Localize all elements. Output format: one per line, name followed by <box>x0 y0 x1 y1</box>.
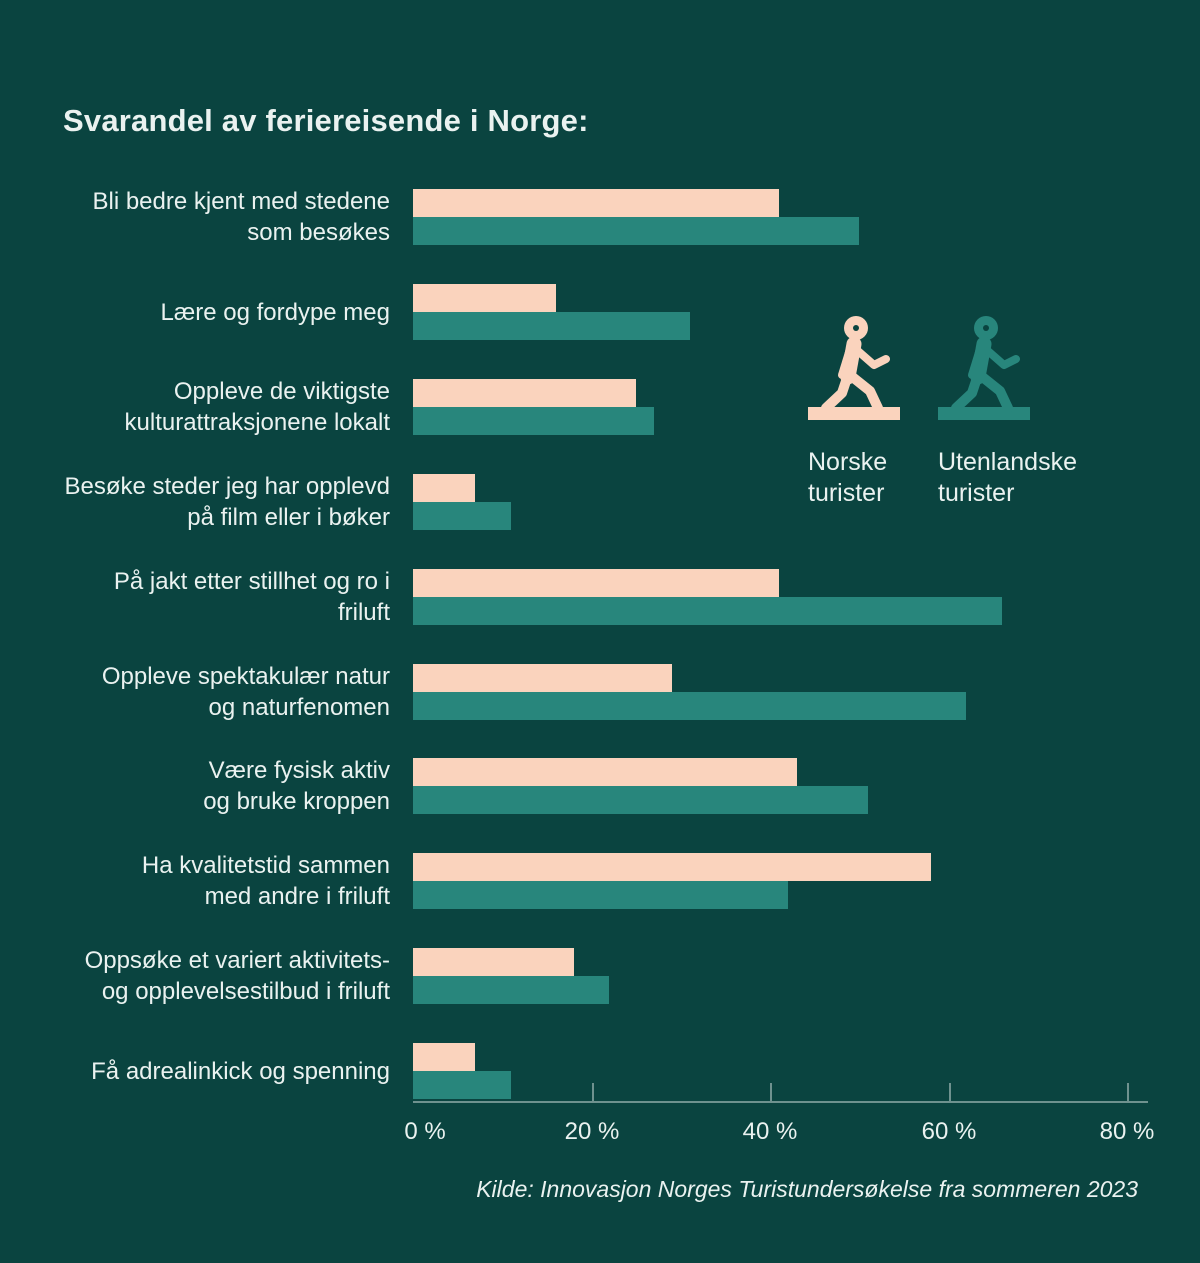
bar-utenlandske-turister <box>413 881 788 909</box>
x-axis-tick-label: 40 % <box>742 1118 798 1145</box>
category-label: Ha kvalitetstid sammen med andre i friluf… <box>141 852 390 910</box>
legend-item-utenlandske-turister: Utenlandske turister <box>938 315 1108 509</box>
page-title: Svarandel av feriereisende i Norge: <box>63 103 589 138</box>
x-axis-tick <box>592 1083 594 1101</box>
bar-utenlandske-turister <box>413 976 609 1004</box>
x-axis-tick <box>949 1083 951 1101</box>
bar-norske-turister <box>413 948 574 976</box>
bar-norske-turister <box>413 189 779 217</box>
bar-utenlandske-turister <box>413 786 868 814</box>
bar-norske-turister <box>413 379 636 407</box>
category-label: Lære og fordype meg <box>160 298 390 326</box>
bar-utenlandske-turister <box>413 217 859 245</box>
bar-norske-turister <box>413 1043 475 1071</box>
category-label: Bli bedre kjent med stedene som besøkes <box>92 188 390 246</box>
x-axis-line <box>413 1101 1148 1103</box>
category-label: Oppleve spektakulær natur og naturfenomen <box>101 663 390 721</box>
bar-norske-turister <box>413 569 779 597</box>
legend-label: Utenlandske turister <box>938 448 1077 507</box>
x-axis-tick-label: 0 % <box>404 1118 446 1145</box>
bar-utenlandske-turister <box>413 692 966 720</box>
bar-norske-turister <box>413 284 556 312</box>
x-axis-tick-label: 80 % <box>1099 1118 1155 1145</box>
category-label: Oppleve de viktigste kulturattraksjonene … <box>124 378 390 436</box>
walking-person-icon <box>938 316 1030 420</box>
bar-utenlandske-turister <box>413 1071 511 1099</box>
legend-item-norske-turister: Norske turister <box>808 315 978 509</box>
bar-utenlandske-turister <box>413 312 690 340</box>
legend-label: Norske turister <box>808 448 888 507</box>
bar-utenlandske-turister <box>413 597 1002 625</box>
bar-norske-turister <box>413 758 797 786</box>
bar-utenlandske-turister <box>413 407 654 435</box>
category-label: På jakt etter stillhet og ro i friluft <box>113 568 390 626</box>
walking-person-icon <box>808 316 900 420</box>
x-axis-tick-label: 20 % <box>564 1118 620 1145</box>
bar-utenlandske-turister <box>413 502 511 530</box>
x-axis-tick <box>770 1083 772 1101</box>
x-axis-tick <box>1127 1083 1129 1101</box>
x-axis-tick-label: 60 % <box>921 1118 977 1145</box>
source-credit: Kilde: Innovasjon Norges Turistundersøke… <box>476 1176 1138 1202</box>
category-label: Besøke steder jeg har opplevd på film ell… <box>64 473 390 531</box>
category-label: Oppsøke et variert aktivitets-og oppleve… <box>84 947 390 1005</box>
bar-norske-turister <box>413 664 672 692</box>
bar-norske-turister <box>413 853 931 881</box>
category-label: Få adrealinkick og spenning <box>91 1057 390 1085</box>
category-label: Være fysisk aktiv og bruke kroppen <box>203 757 390 815</box>
bar-norske-turister <box>413 474 475 502</box>
